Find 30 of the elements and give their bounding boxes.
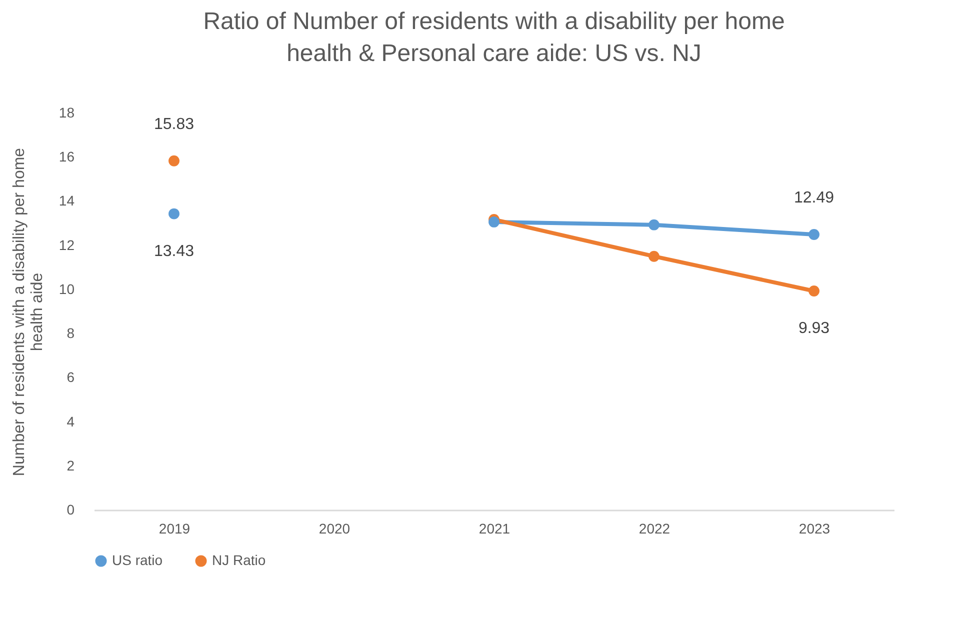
data-label: 12.49 [794,190,834,207]
point [808,229,820,240]
point [808,286,820,296]
y-tick-label: 14 [58,192,75,209]
y-tick-label: 6 [66,369,75,386]
point [488,216,500,228]
y-tick-label: 16 [58,148,75,165]
legend-label: NJ Ratio [212,552,266,568]
chart-title: Ratio of Number of residents with a disability per home health & Personal care aide: US vs. NJ [203,8,785,67]
point [648,219,660,230]
data-label: 13.43 [154,242,194,260]
y-tick-label: 0 [66,502,75,518]
y-tick-label: 8 [66,325,75,342]
legend-label: US ratio [112,552,163,568]
y-tick-label: 2 [66,457,75,474]
x-tick-label: 2023 [798,520,830,536]
x-tick-label: 2020 [318,520,350,536]
y-tick-label: 18 [58,104,75,120]
point [168,155,180,166]
data-label: 9.93 [798,320,830,337]
point [168,208,180,220]
y-tick-label: 4 [66,413,75,430]
data-label: 15.83 [154,116,194,133]
y-tick-label: 12 [58,236,75,253]
x-tick-label: 2021 [478,520,510,536]
x-tick-label: 2019 [158,520,190,536]
y-axis-title: Number of residents with a disability per home health aide [10,148,46,476]
point [648,250,660,262]
y-tick-label: 10 [58,280,75,297]
x-tick-label: 2022 [638,520,670,536]
